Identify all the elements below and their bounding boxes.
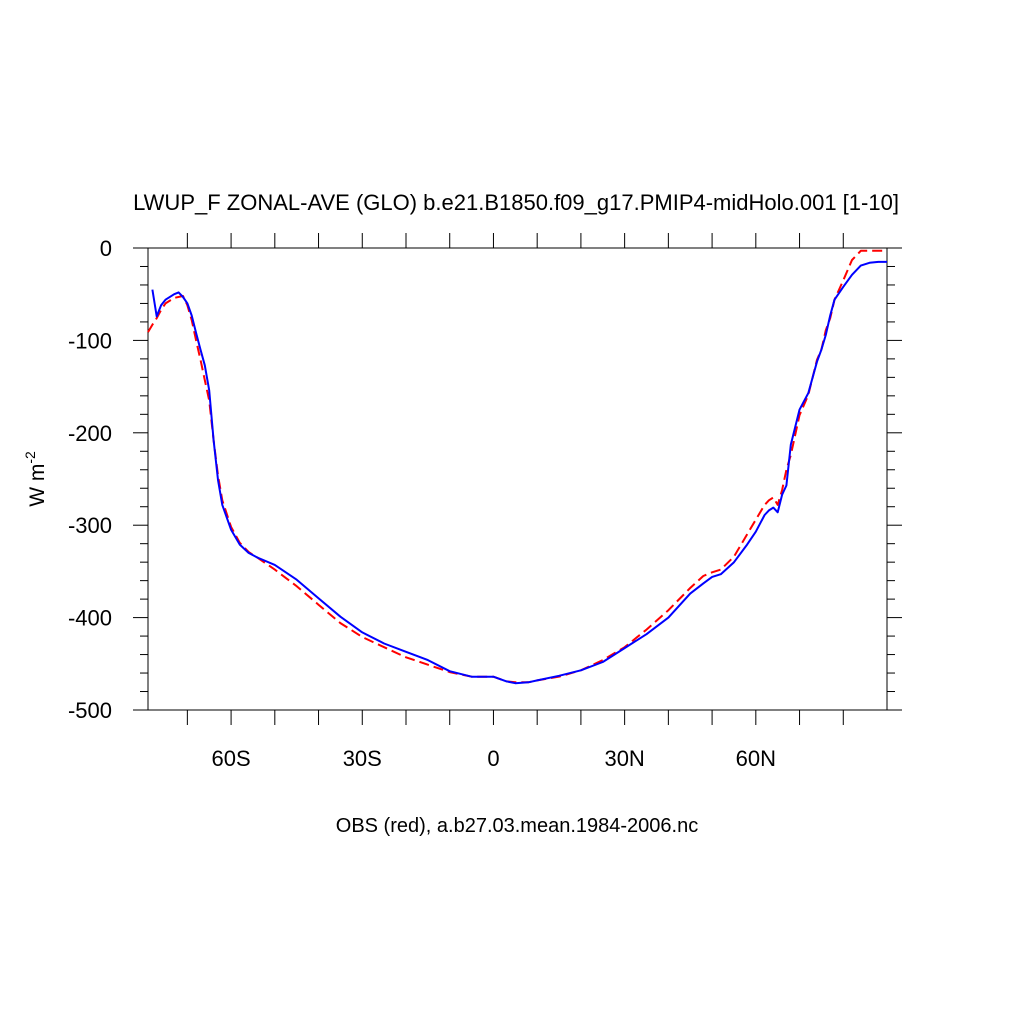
- data-line: [151, 260, 887, 685]
- x-tick-label: 30S: [343, 746, 382, 771]
- y-axis-label-superscript: -2: [22, 451, 38, 464]
- y-tick-label: 0: [100, 236, 112, 261]
- y-tick-label: -400: [68, 606, 112, 631]
- x-axis-label: OBS (red), a.b27.03.mean.1984-2006.nc: [336, 815, 698, 837]
- data-line: [147, 249, 887, 684]
- y-axis-label: W m-2: [22, 451, 49, 507]
- plot-frame: [147, 247, 888, 711]
- chart-title: LWUP_F ZONAL-AVE (GLO) b.e21.B1850.f09_g…: [133, 190, 899, 215]
- x-tick-label: 60N: [736, 746, 776, 771]
- y-tick-label: -100: [68, 328, 112, 353]
- y-tick-label: -500: [68, 698, 112, 723]
- x-tick-label: 30N: [604, 746, 644, 771]
- y-axis-label-text: W m: [26, 464, 49, 507]
- x-tick-label: 0: [487, 746, 499, 771]
- y-tick-label: -200: [68, 421, 112, 446]
- y-tick-label: -300: [68, 513, 112, 538]
- x-tick-label: 60S: [212, 746, 251, 771]
